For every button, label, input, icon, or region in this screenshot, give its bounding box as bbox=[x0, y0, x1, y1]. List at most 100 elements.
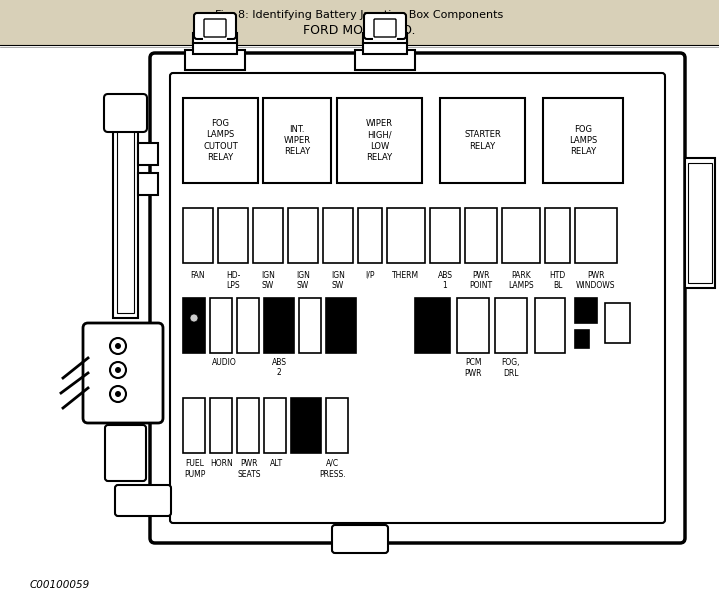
Text: IGN: IGN bbox=[296, 271, 310, 280]
Bar bbox=[373, 22, 397, 40]
Text: PCM: PCM bbox=[464, 358, 481, 367]
Bar bbox=[495, 298, 527, 353]
FancyBboxPatch shape bbox=[194, 13, 236, 39]
Bar bbox=[218, 208, 248, 263]
Bar bbox=[263, 98, 331, 183]
Bar bbox=[457, 298, 489, 353]
Text: PUMP: PUMP bbox=[184, 470, 206, 479]
Bar bbox=[545, 208, 570, 263]
Text: A/C: A/C bbox=[326, 459, 339, 468]
Bar bbox=[358, 208, 382, 263]
Text: LPS: LPS bbox=[226, 281, 240, 290]
Text: PWR: PWR bbox=[587, 271, 605, 280]
Bar bbox=[323, 208, 353, 263]
Bar bbox=[185, 50, 245, 70]
FancyBboxPatch shape bbox=[332, 525, 388, 553]
Text: PARK: PARK bbox=[511, 271, 531, 280]
FancyBboxPatch shape bbox=[105, 425, 146, 481]
Bar bbox=[193, 33, 237, 43]
Bar bbox=[117, 123, 134, 313]
FancyBboxPatch shape bbox=[170, 73, 665, 523]
Text: IGN: IGN bbox=[261, 271, 275, 280]
Text: ABS: ABS bbox=[272, 358, 286, 367]
Bar bbox=[535, 298, 565, 353]
Text: BL: BL bbox=[553, 281, 562, 290]
Bar bbox=[575, 330, 589, 348]
Text: PRESS.: PRESS. bbox=[320, 470, 347, 479]
FancyBboxPatch shape bbox=[83, 323, 163, 423]
FancyBboxPatch shape bbox=[204, 19, 226, 37]
Bar bbox=[193, 42, 237, 54]
Text: AUDIO: AUDIO bbox=[211, 358, 237, 367]
Circle shape bbox=[115, 367, 121, 373]
Bar bbox=[264, 398, 286, 453]
Bar bbox=[440, 98, 525, 183]
Bar bbox=[299, 298, 321, 353]
Circle shape bbox=[115, 343, 121, 349]
Text: IGN: IGN bbox=[331, 271, 345, 280]
Bar bbox=[203, 22, 227, 40]
Text: POINT: POINT bbox=[470, 281, 493, 290]
Text: 2: 2 bbox=[277, 368, 281, 377]
Text: FOG,: FOG, bbox=[502, 358, 521, 367]
Text: FUEL: FUEL bbox=[186, 459, 204, 468]
Bar bbox=[113, 118, 138, 318]
Text: SW: SW bbox=[262, 281, 274, 290]
Bar bbox=[465, 208, 497, 263]
Bar bbox=[183, 98, 258, 183]
Bar bbox=[138, 173, 158, 195]
Text: HTD: HTD bbox=[549, 271, 566, 280]
Text: STARTER
RELAY: STARTER RELAY bbox=[464, 130, 501, 151]
FancyBboxPatch shape bbox=[115, 485, 171, 516]
Text: 1: 1 bbox=[443, 281, 447, 290]
Circle shape bbox=[110, 386, 126, 402]
Text: INT.
WIPER
RELAY: INT. WIPER RELAY bbox=[283, 125, 311, 156]
Text: FORD MOTOR CO.: FORD MOTOR CO. bbox=[303, 23, 416, 36]
Text: DRL: DRL bbox=[503, 369, 518, 378]
Text: HORN: HORN bbox=[211, 459, 234, 468]
Bar bbox=[337, 98, 422, 183]
Bar bbox=[363, 42, 407, 54]
Bar bbox=[363, 33, 407, 43]
Bar bbox=[210, 298, 232, 353]
Bar bbox=[575, 208, 617, 263]
Text: PWR: PWR bbox=[472, 271, 490, 280]
Bar bbox=[237, 398, 259, 453]
Bar bbox=[688, 163, 712, 283]
Text: FOG
LAMPS
CUTOUT
RELAY: FOG LAMPS CUTOUT RELAY bbox=[203, 120, 238, 161]
Text: ALT: ALT bbox=[270, 459, 283, 468]
Bar bbox=[502, 208, 540, 263]
Text: C00100059: C00100059 bbox=[30, 580, 91, 590]
Bar bbox=[575, 298, 597, 323]
Bar bbox=[326, 398, 348, 453]
Text: WINDOWS: WINDOWS bbox=[576, 281, 615, 290]
Bar bbox=[210, 398, 232, 453]
Bar bbox=[237, 298, 259, 353]
FancyBboxPatch shape bbox=[104, 94, 147, 132]
Bar bbox=[430, 208, 460, 263]
Bar bbox=[264, 298, 294, 353]
FancyBboxPatch shape bbox=[364, 13, 406, 39]
Bar bbox=[183, 298, 205, 353]
Bar bbox=[253, 208, 283, 263]
Bar bbox=[138, 143, 158, 165]
Bar bbox=[183, 398, 205, 453]
Circle shape bbox=[190, 314, 198, 322]
Text: SEATS: SEATS bbox=[237, 470, 261, 479]
Text: WIPER
HIGH/
LOW
RELAY: WIPER HIGH/ LOW RELAY bbox=[366, 120, 393, 161]
Bar bbox=[0, 0, 719, 45]
Text: THERM: THERM bbox=[393, 271, 420, 280]
FancyBboxPatch shape bbox=[374, 19, 396, 37]
Text: FOG
LAMPS
RELAY: FOG LAMPS RELAY bbox=[569, 125, 597, 156]
Text: Fig. 8: Identifying Battery Junction Box Components: Fig. 8: Identifying Battery Junction Box… bbox=[215, 10, 503, 20]
Bar bbox=[288, 208, 318, 263]
Bar bbox=[387, 208, 425, 263]
Text: I/P: I/P bbox=[365, 271, 375, 280]
Text: HD-: HD- bbox=[226, 271, 240, 280]
Bar bbox=[685, 158, 715, 288]
Bar bbox=[291, 398, 321, 453]
Circle shape bbox=[115, 391, 121, 397]
Bar bbox=[355, 50, 415, 70]
FancyBboxPatch shape bbox=[150, 53, 685, 543]
Bar bbox=[183, 208, 213, 263]
